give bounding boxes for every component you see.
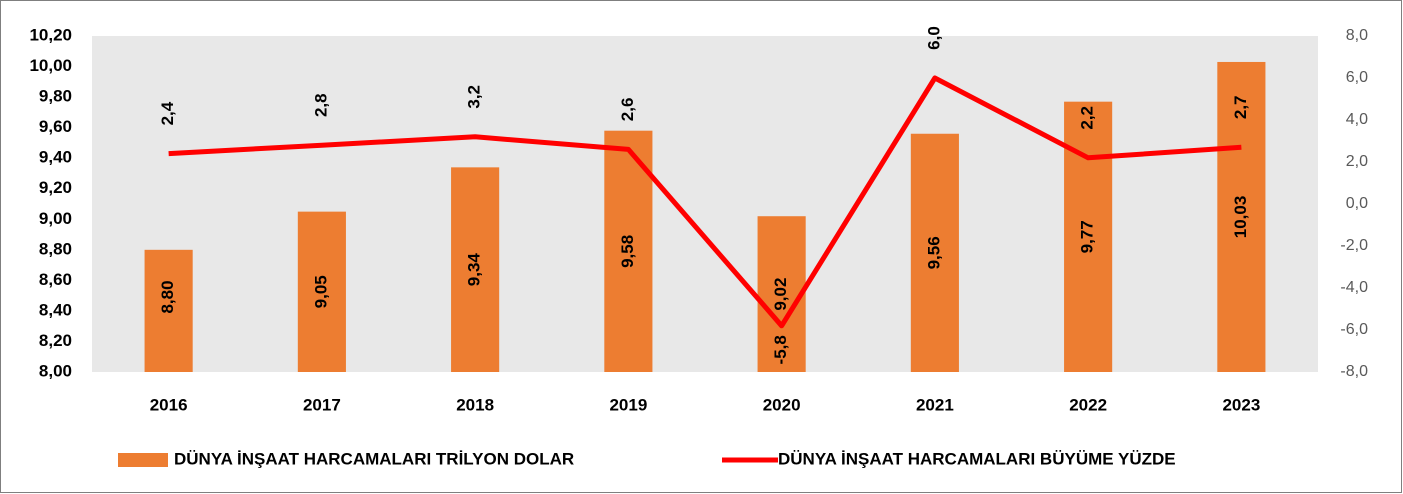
line (168, 75, 1242, 329)
legend-label: DÜNYA İNŞAAT HARCAMALARI TRİLYON DOLAR (174, 449, 574, 468)
bar-value-label: 9,56 (924, 236, 943, 269)
y-tick-label: 8,20 (39, 331, 72, 350)
y-tick-label: 9,20 (39, 178, 72, 197)
y-tick-label: 9,40 (39, 148, 72, 167)
legend-swatch (118, 453, 168, 467)
x-tick-label: 2019 (609, 395, 647, 414)
line-value-label: 2,2 (1078, 106, 1097, 130)
x-tick-label: 2016 (150, 395, 188, 414)
y-tick-label: 8,80 (39, 239, 72, 258)
bar-value-label: 9,34 (465, 253, 484, 287)
line-value-label: -5,8 (771, 335, 790, 364)
line-value-label: 2,8 (311, 93, 330, 117)
bar (757, 216, 806, 372)
bar-value-label: 9,77 (1078, 220, 1097, 253)
line-value-label: 2,6 (618, 98, 637, 122)
line-value-label: 3,2 (465, 85, 484, 109)
y2-tick-label: -8,0 (1340, 363, 1368, 380)
line-value-label: 6,0 (924, 26, 943, 50)
bar (1217, 61, 1266, 373)
y2-tick-label: 6,0 (1346, 69, 1368, 86)
y2-tick-label: 4,0 (1346, 111, 1368, 128)
y-tick-label: 9,80 (39, 87, 72, 106)
bar-value-label: 8,80 (158, 280, 177, 313)
y2-tick-label: 0,0 (1346, 195, 1368, 212)
legend-label: DÜNYA İNŞAAT HARCAMALARI BÜYÜME YÜZDE (778, 449, 1176, 468)
bar (297, 211, 346, 372)
y2-tick-label: 8,0 (1346, 27, 1368, 44)
bar-value-label: 9,05 (311, 275, 330, 308)
line-value-label: 2,4 (158, 101, 177, 125)
bar-value-label: 10,03 (1231, 196, 1250, 239)
bar-value-label: 9,02 (771, 278, 790, 311)
line-value-label: 2,7 (1231, 95, 1250, 119)
y-tick-label: 8,60 (39, 270, 72, 289)
y-tick-label: 9,00 (39, 209, 72, 228)
y2-tick-label: -6,0 (1340, 321, 1368, 338)
bar (144, 249, 193, 372)
x-tick-label: 2022 (1069, 395, 1107, 414)
y2-tick-label: 2,0 (1346, 153, 1368, 170)
plot-area (92, 36, 1318, 372)
x-tick-label: 2023 (1222, 395, 1260, 414)
y-tick-label: 8,00 (39, 361, 72, 380)
y2-tick-label: -4,0 (1340, 279, 1368, 296)
x-tick-label: 2020 (763, 395, 801, 414)
x-tick-label: 2021 (916, 395, 954, 414)
x-tick-label: 2018 (456, 395, 494, 414)
bar (910, 133, 959, 372)
y-tick-label: 9,60 (39, 117, 72, 136)
bar (451, 167, 500, 372)
y2-tick-label: -2,0 (1340, 237, 1368, 254)
y-tick-label: 10,00 (29, 56, 72, 75)
bar-value-label: 9,58 (618, 235, 637, 268)
y-tick-label: 10,20 (29, 25, 72, 44)
y-tick-label: 8,40 (39, 300, 72, 319)
x-tick-label: 2017 (303, 395, 341, 414)
